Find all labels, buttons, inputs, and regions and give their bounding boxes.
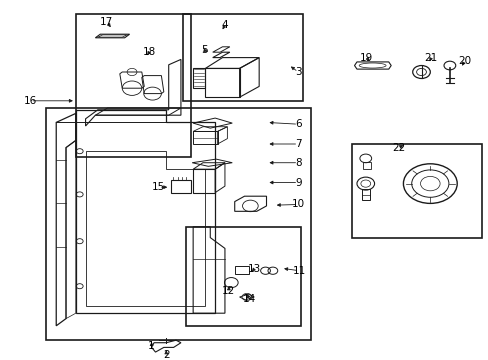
Text: 17: 17	[100, 17, 113, 27]
Text: 3: 3	[294, 67, 301, 77]
Text: 16: 16	[23, 96, 37, 106]
Text: 20: 20	[457, 56, 470, 66]
Text: 14: 14	[242, 294, 256, 304]
Text: 2: 2	[163, 350, 169, 360]
Bar	[76, 14, 190, 157]
Bar	[361, 189, 369, 200]
Bar	[185, 227, 300, 326]
Text: 15: 15	[152, 182, 165, 192]
Text: 7: 7	[294, 139, 301, 149]
Text: 12: 12	[222, 285, 235, 296]
Bar	[362, 162, 370, 169]
Text: 18: 18	[142, 47, 156, 57]
Text: 21: 21	[424, 53, 437, 63]
Text: 8: 8	[294, 158, 301, 168]
Bar	[183, 14, 303, 101]
Text: 13: 13	[247, 264, 261, 274]
Bar	[351, 144, 481, 238]
Text: 19: 19	[359, 53, 373, 63]
Text: 6: 6	[294, 119, 301, 129]
Bar	[46, 108, 310, 340]
Text: 22: 22	[391, 143, 405, 153]
Text: 9: 9	[294, 177, 301, 188]
Text: 4: 4	[221, 20, 228, 30]
Text: 5: 5	[201, 45, 207, 55]
Text: 1: 1	[148, 341, 155, 351]
Text: 11: 11	[292, 266, 305, 276]
Text: 10: 10	[291, 199, 304, 210]
